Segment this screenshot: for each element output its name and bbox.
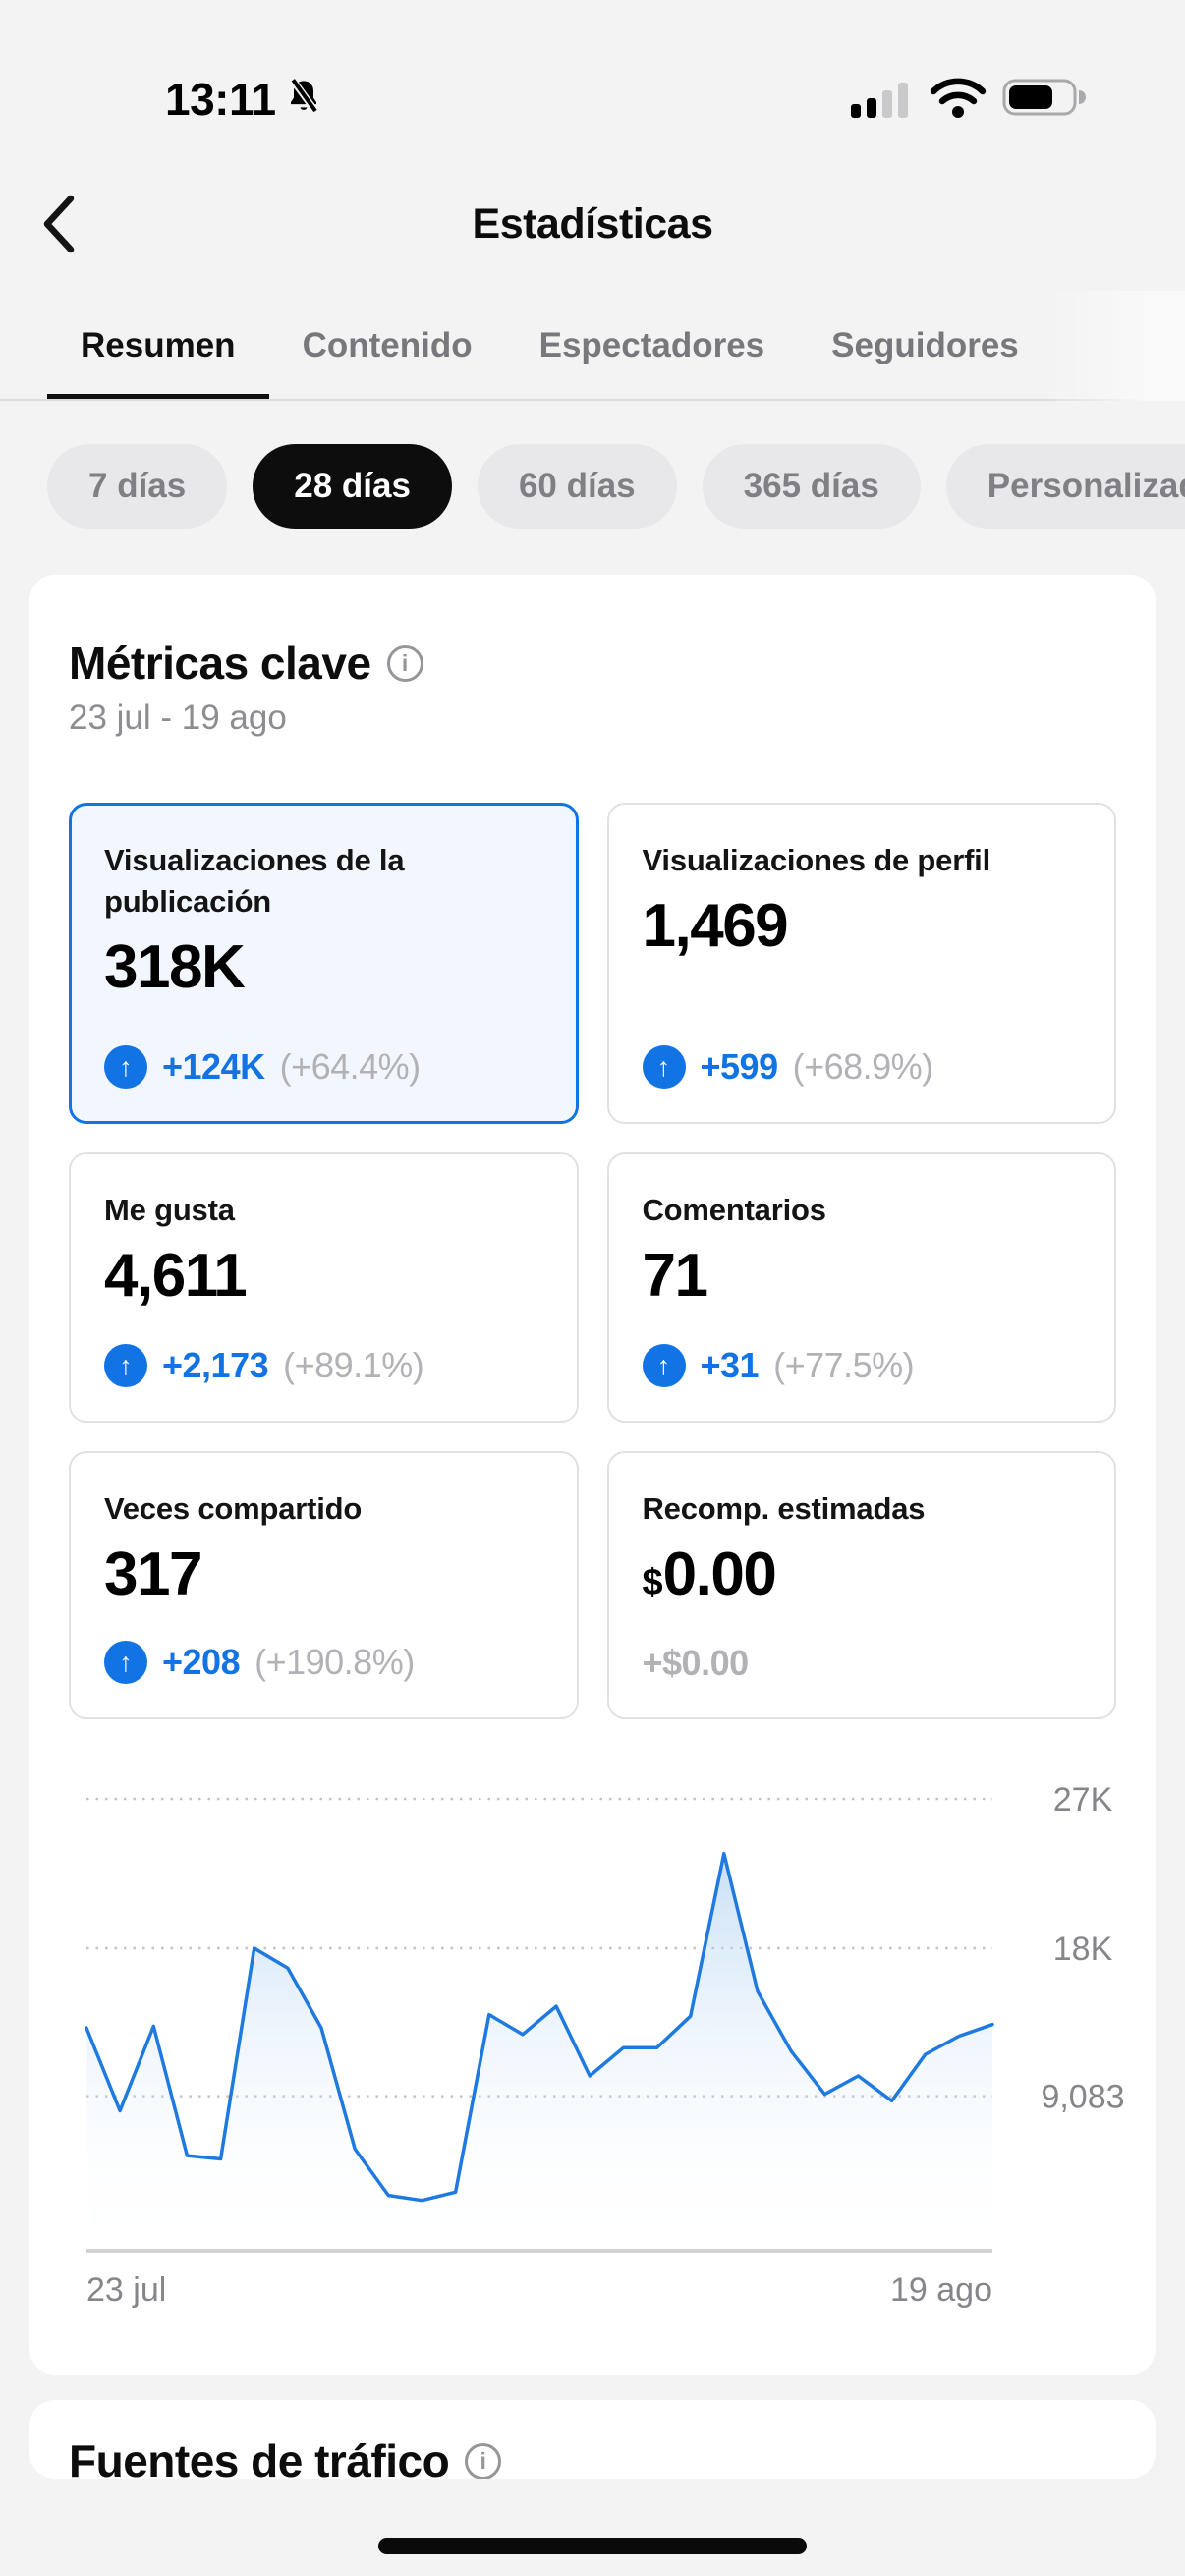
- tab-espectadores[interactable]: Espectadores: [506, 291, 799, 401]
- performance-chart-svg: 27K 18K 9,083 23 jul 19 ago: [85, 1781, 1125, 2309]
- delta-percent: (+64.4%): [279, 1046, 422, 1087]
- info-icon[interactable]: [386, 644, 423, 682]
- cellular-signal-icon: [851, 77, 914, 123]
- svg-text:23 jul: 23 jul: [86, 2271, 166, 2309]
- metric-value: $0.00: [642, 1540, 777, 1618]
- metric-number: 71: [642, 1242, 708, 1310]
- metric-card-profile-views[interactable]: Visualizaciones de perfil 1,469 +599 (+6…: [606, 803, 1116, 1124]
- delta-value: +31: [700, 1345, 760, 1385]
- date-range-label: 23 jul - 19 ago: [69, 699, 287, 737]
- delta-value: +2,173: [162, 1345, 269, 1385]
- tab-bar: Resumen Contenido Espectadores Seguidore…: [0, 291, 1185, 401]
- metric-title: Visualizaciones de la publicación: [104, 843, 405, 919]
- svg-text:19 ago: 19 ago: [890, 2271, 992, 2309]
- section-title: Métricas clave: [69, 638, 371, 689]
- tab-seguidores[interactable]: Seguidores: [798, 291, 1052, 401]
- up-arrow-icon: [104, 1045, 147, 1089]
- filter-personalizado[interactable]: Personalizado: [945, 444, 1185, 529]
- clock: 13:11: [165, 74, 276, 125]
- status-left-cluster: 13:11: [165, 73, 323, 126]
- delta-percent: (+190.8%): [254, 1642, 415, 1682]
- tabs: Resumen Contenido Espectadores Seguidore…: [0, 291, 1185, 401]
- tab-label: Espectadores: [538, 326, 765, 364]
- metric-value: 71: [642, 1241, 708, 1319]
- metric-title: Recomp. estimadas: [642, 1491, 926, 1526]
- metric-number: 1,469: [642, 892, 789, 960]
- metric-card-likes[interactable]: Me gusta 4,611 +2,173 (+89.1%): [69, 1152, 579, 1423]
- filter-7-dias[interactable]: 7 días: [47, 444, 228, 529]
- metric-delta: +$0.00: [642, 1643, 750, 1684]
- tab-label: Resumen: [81, 326, 236, 364]
- metric-card-shares[interactable]: Veces compartido 317 +208 (+190.8%): [69, 1451, 579, 1719]
- metric-title: Me gusta: [104, 1193, 235, 1227]
- delta-value: +208: [162, 1642, 241, 1682]
- tab-label: Seguidores: [831, 326, 1019, 364]
- traffic-sources-title: Fuentes de tráfico: [69, 2436, 450, 2479]
- metric-value: 317: [104, 1540, 202, 1618]
- tab-label: Contenido: [302, 326, 473, 364]
- metric-card-post-views[interactable]: Visualizaciones de la publicación 318K +…: [69, 803, 579, 1124]
- delta-percent: (+68.9%): [792, 1046, 934, 1087]
- metric-tiles: Visualizaciones de la publicación 318K +…: [69, 803, 1116, 1719]
- tab-contenido[interactable]: Contenido: [269, 291, 506, 401]
- metric-delta: +124K (+64.4%): [104, 1045, 421, 1089]
- metric-card-estimated-rewards[interactable]: Recomp. estimadas $0.00 +$0.00: [606, 1451, 1116, 1719]
- tab-resumen[interactable]: Resumen: [47, 291, 269, 401]
- nav-header: Estadísticas: [0, 183, 1185, 265]
- back-button[interactable]: [37, 193, 81, 255]
- metric-number: 318K: [104, 933, 246, 1001]
- traffic-sources-card[interactable]: Fuentes de tráfico: [29, 2400, 1156, 2479]
- status-right-cluster: [851, 77, 1087, 123]
- home-indicator[interactable]: [378, 2538, 807, 2554]
- delta-value: +$0.00: [642, 1643, 750, 1683]
- section-title-row: Fuentes de tráfico: [69, 2436, 1116, 2479]
- metric-delta: +31 (+77.5%): [642, 1344, 915, 1387]
- metric-number: 317: [104, 1540, 202, 1608]
- up-arrow-icon: [642, 1045, 686, 1089]
- key-metrics-card: Métricas clave 23 jul - 19 ago Visualiza…: [29, 575, 1156, 2375]
- date-range-filters: 7 días 28 días 60 días 365 días Personal…: [0, 444, 1185, 529]
- metric-title: Veces compartido: [104, 1491, 363, 1526]
- filter-60-dias[interactable]: 60 días: [477, 444, 677, 529]
- info-icon[interactable]: [465, 2442, 502, 2479]
- post-views-chart: 27K 18K 9,083 23 jul 19 ago: [29, 1753, 1156, 2323]
- metric-value: 318K: [104, 932, 246, 1011]
- bottom-system-bar: [0, 2479, 1185, 2576]
- wifi-icon: [930, 77, 987, 123]
- metric-number: 4,611: [104, 1242, 248, 1310]
- delta-percent: (+89.1%): [283, 1345, 424, 1385]
- mute-bell-slash-icon: [284, 76, 323, 124]
- metric-card-comments[interactable]: Comentarios 71 +31 (+77.5%): [606, 1152, 1116, 1423]
- up-arrow-icon: [642, 1344, 686, 1387]
- svg-text:18K: 18K: [1053, 1931, 1113, 1968]
- metric-delta: +208 (+190.8%): [104, 1641, 415, 1684]
- delta-value: +124K: [162, 1046, 265, 1087]
- section-title-row: Métricas clave: [69, 638, 1116, 689]
- svg-text:27K: 27K: [1053, 1781, 1113, 1819]
- metric-value: 4,611: [104, 1241, 248, 1319]
- metric-title: Comentarios: [642, 1193, 826, 1227]
- metric-value: 1,469: [642, 891, 789, 970]
- delta-percent: (+77.5%): [773, 1345, 915, 1385]
- metric-delta: +2,173 (+89.1%): [104, 1344, 424, 1387]
- tab-divider: [0, 399, 1185, 401]
- currency-symbol: $: [642, 1562, 663, 1603]
- svg-text:9,083: 9,083: [1041, 2079, 1124, 2116]
- page-title: Estadísticas: [472, 199, 713, 248]
- filter-365-dias[interactable]: 365 días: [702, 444, 921, 529]
- metric-title: Visualizaciones de perfil: [642, 843, 991, 877]
- status-bar: 13:11: [0, 0, 1185, 147]
- filter-28-dias[interactable]: 28 días: [253, 444, 452, 529]
- up-arrow-icon: [104, 1641, 147, 1684]
- metric-number: 0.00: [662, 1540, 777, 1608]
- up-arrow-icon: [104, 1344, 147, 1387]
- metric-delta: +599 (+68.9%): [642, 1045, 934, 1089]
- delta-value: +599: [700, 1046, 779, 1087]
- battery-icon: [1002, 77, 1087, 123]
